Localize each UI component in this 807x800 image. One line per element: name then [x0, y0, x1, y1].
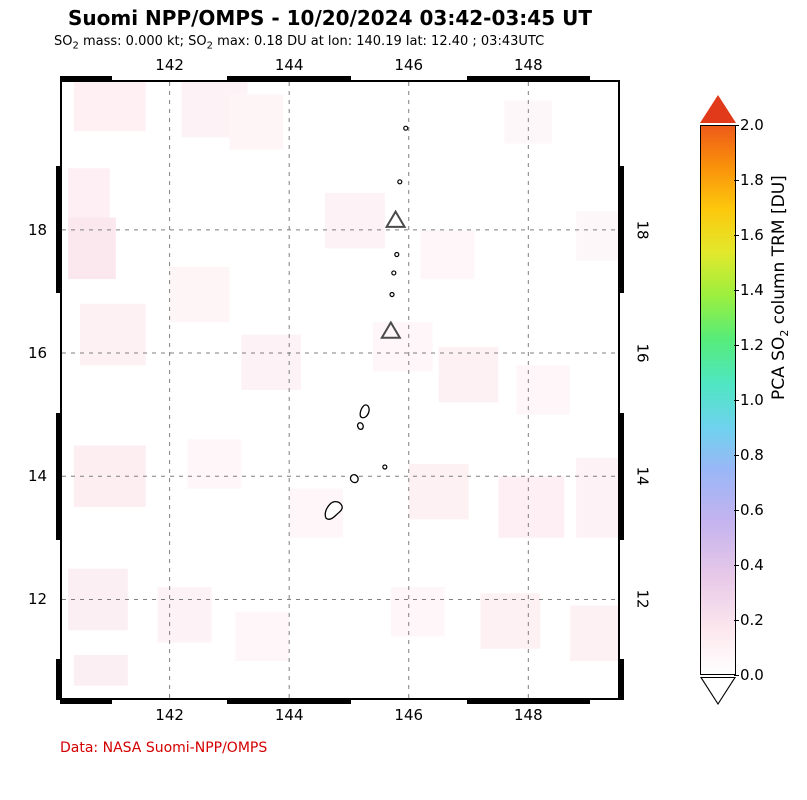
- map-frame-segment: [227, 698, 351, 704]
- axis-tick-label: 12: [28, 590, 47, 608]
- axis-tick-label: 14: [28, 467, 47, 485]
- map-frame-segment: [467, 76, 591, 82]
- colorbar-tick-label: 1.6: [740, 226, 764, 244]
- colorbar-under-arrow: [700, 677, 736, 705]
- axis-tick-label: 146: [394, 56, 423, 74]
- colorbar-tick-label: 1.0: [740, 391, 764, 409]
- map-frame-segment: [618, 166, 624, 293]
- map-frame-segment: [56, 413, 62, 540]
- axis-tick-label: 142: [155, 56, 184, 74]
- map-plot-area: 1421421441441461461481481212141416161818: [60, 80, 620, 700]
- map-frame-segment: [60, 76, 112, 82]
- data-credit: Data: NASA Suomi-NPP/OMPS: [60, 740, 267, 756]
- axis-tick-label: 144: [275, 706, 304, 724]
- axis-tick-label: 148: [514, 706, 543, 724]
- axis-tick-label: 16: [633, 343, 651, 362]
- colorbar-tick-label: 2.0: [740, 116, 764, 134]
- axis-tick-label: 12: [633, 590, 651, 609]
- map-frame-segment: [60, 698, 112, 704]
- colorbar-title: PCA SO2 column TRM [DU]: [769, 175, 791, 400]
- map-frame-segment: [56, 166, 62, 293]
- axis-tick-label: 18: [633, 220, 651, 239]
- colorbar: PCA SO2 column TRM [DU] 0.0 0.2 0.4 0.6 0.8 1…: [700, 95, 790, 705]
- axis-tick-label: 148: [514, 56, 543, 74]
- axis-tick-label: 18: [28, 221, 47, 239]
- axis-tick-label: 146: [394, 706, 423, 724]
- colorbar-tick-label: 0.2: [740, 611, 764, 629]
- map-frame-segment: [467, 698, 591, 704]
- colorbar-tick-label: 0.8: [740, 446, 764, 464]
- colorbar-tick-label: 0.0: [740, 666, 764, 684]
- map-frame-segment: [618, 413, 624, 540]
- colorbar-tick-label: 1.8: [740, 171, 764, 189]
- axis-tick-label: 16: [28, 344, 47, 362]
- colorbar-over-arrow: [700, 95, 736, 123]
- colorbar-tick-label: 1.4: [740, 281, 764, 299]
- colorbar-gradient: [700, 125, 736, 675]
- map-frame-segment: [56, 659, 62, 700]
- colorbar-tick-label: 1.2: [740, 336, 764, 354]
- colorbar-tick-label: 0.4: [740, 556, 764, 574]
- map-frame-segment: [618, 659, 624, 700]
- chart-title: Suomi NPP/OMPS - 10/20/2024 03:42-03:45 …: [0, 6, 660, 30]
- chart-subtitle: SO2 mass: 0.000 kt; SO2 max: 0.18 DU at …: [54, 34, 544, 52]
- axis-tick-label: 144: [275, 56, 304, 74]
- colorbar-tick-label: 0.6: [740, 501, 764, 519]
- axis-tick-label: 14: [633, 467, 651, 486]
- map-svg: [62, 82, 618, 698]
- axis-tick-label: 142: [155, 706, 184, 724]
- map-frame-segment: [227, 76, 351, 82]
